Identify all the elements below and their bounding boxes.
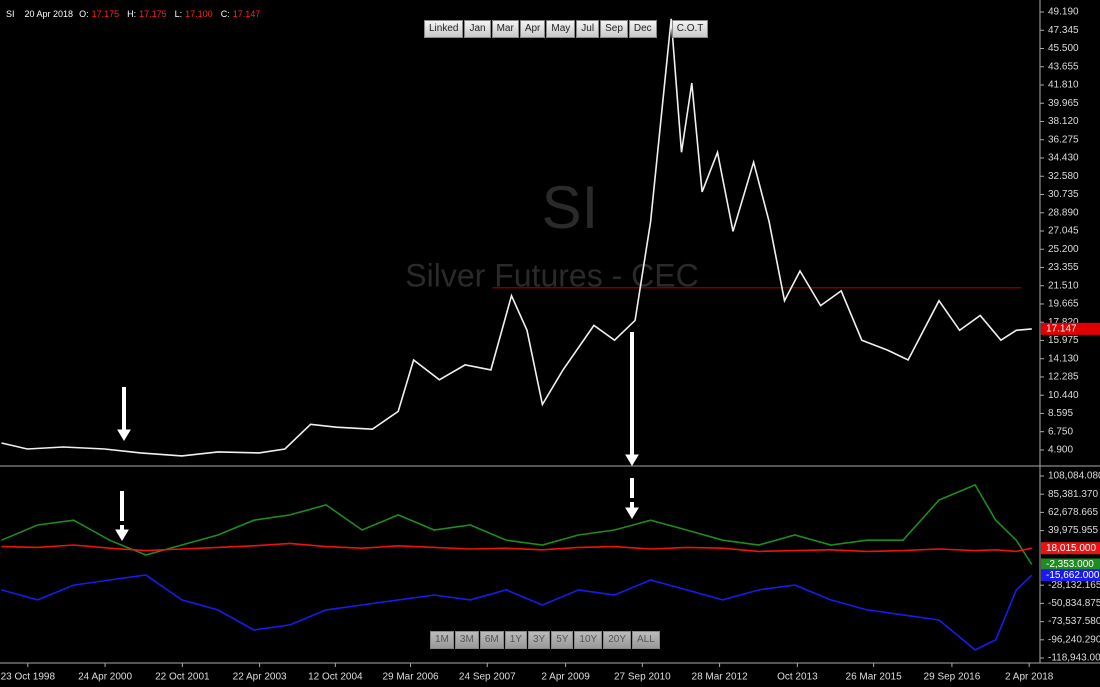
season-buttons: Linked Jan Mar Apr May Jul Sep Dec C.O.T [424,20,709,38]
arrow-head [625,507,639,519]
y-tick-label: -118,943.000 [1048,653,1100,664]
y-tick-label: 32.580 [1048,171,1079,182]
button[interactable]: 6M [479,631,504,649]
last-value-marker [1041,558,1100,571]
series-line [1,18,1032,457]
x-tick-label: 26 Mar 2015 [846,672,903,683]
x-tick-label: 2 Apr 2009 [541,672,590,683]
x-tick-label: 23 Oct 1998 [1,672,56,683]
x-tick-label: 29 Sep 2016 [924,672,981,683]
button[interactable]: 1Y [504,631,527,649]
y-tick-label: 47.345 [1048,25,1079,36]
button[interactable]: Jul [576,20,600,38]
x-tick-label: 27 Sep 2010 [614,672,671,683]
last-value-label: 18,015.000 [1046,543,1096,554]
y-tick-label: 27.045 [1048,226,1079,237]
x-tick-label: 12 Oct 2004 [308,672,363,683]
y-tick-label: -96,240.290 [1048,634,1100,645]
button[interactable]: Apr [519,20,546,38]
y-tick-label: -28,132.165 [1048,580,1100,591]
date: 20 Apr 2018 [24,9,74,19]
y-tick-label: 6.750 [1048,426,1073,437]
button[interactable]: Mar [491,20,519,38]
field-label: H: [127,9,137,19]
button[interactable]: Dec [628,20,657,38]
x-tick-label: 24 Sep 2007 [459,672,516,683]
y-tick-label: 28.890 [1048,207,1079,218]
arrow-head [625,454,639,466]
field-value: 17.175 [91,9,120,19]
y-tick-label: 39.965 [1048,98,1079,109]
last-value-label: 17.147 [1046,324,1077,335]
y-tick-label: -50,834.875 [1048,598,1100,609]
field-value: 17.147 [232,9,261,19]
range-buttons: 1M 3M 6M 1Y 3Y 5Y 10Y 20Y ALL [430,631,661,649]
y-tick-label: 4.900 [1048,445,1073,456]
series-line [1,483,1033,565]
arrows [115,332,639,541]
y-tick-label: 30.735 [1048,189,1079,200]
arrow-head [115,529,129,541]
y-tick-label: 10.440 [1048,390,1079,401]
x-tick-label: 22 Apr 2003 [233,672,287,683]
y-tick-label: 34.430 [1048,153,1079,164]
y-tick-label: 23.355 [1048,262,1079,273]
watermark-symbol: SI [542,174,599,241]
button[interactable]: 20Y [603,631,632,649]
y-tick-label: 8.595 [1048,408,1073,419]
button[interactable]: Linked [424,20,464,38]
y-tick-label: 85,381.370 [1048,489,1098,500]
last-value-label: -2,353.000 [1046,559,1094,570]
series-line [1,542,1032,553]
x-tick-label: 24 Apr 2000 [78,672,132,683]
last-value-marker [1041,322,1100,335]
symbol: SI [6,9,15,19]
y-tick-label: 41.810 [1048,80,1079,91]
y-tick-label: 17.820 [1048,317,1079,328]
series-line [1,574,1033,651]
field-value: 17.100 [185,9,213,19]
y-tick-label: 108,084.080 [1048,471,1100,482]
button[interactable]: 1M [430,631,454,649]
y-tick-label: 14.130 [1048,353,1079,364]
y-tick-label: 43.655 [1048,61,1079,72]
y-tick-label: 49.190 [1048,7,1079,18]
button[interactable]: May [546,20,576,38]
last-value-marker [1041,542,1100,555]
y-tick-label: 15.975 [1048,335,1079,346]
y-tick-label: 25.200 [1048,244,1079,255]
button[interactable]: C.O.T [671,20,709,38]
last-value-label: -15,662.000 [1046,570,1100,581]
y-tick-label: 39,975.955 [1048,525,1098,536]
button[interactable]: ALL [632,631,660,649]
y-tick-label: 19.665 [1048,299,1079,310]
y-tick-label: 12.285 [1048,372,1079,383]
field-label: O: [79,9,89,19]
last-value-marker [1041,569,1100,582]
x-tick-label: 22 Oct 2001 [155,672,210,683]
y-tick-label: 62,678.665 [1048,507,1098,518]
y-tick-label: -73,537.580 [1048,616,1100,627]
y-tick-label: 45.500 [1048,43,1079,54]
button[interactable]: Sep [600,20,628,38]
button[interactable]: Jan [464,20,491,38]
y-tick-label: 38.120 [1048,116,1079,127]
y-tick-label: 21.510 [1048,280,1079,291]
quote-header: SI 20 Apr 2018 O: 17.175 H: 17.175 L: 17.100 C: 1… [6,9,268,19]
button[interactable]: 3Y [527,631,551,649]
field-label: L: [174,9,183,19]
y-tick-label: 36.275 [1048,134,1079,145]
button[interactable]: 5Y [551,631,574,649]
button[interactable]: 10Y [574,631,603,649]
x-tick-label: 29 Mar 2006 [382,672,439,683]
arrow-head [117,429,131,441]
button[interactable]: 3M [454,631,479,649]
x-tick-label: 2 Apr 2018 [1005,672,1054,683]
field-label: C: [220,9,230,19]
x-tick-label: Oct 2013 [777,672,818,683]
x-tick-label: 28 Mar 2012 [692,672,749,683]
field-value: 17.175 [139,9,167,19]
